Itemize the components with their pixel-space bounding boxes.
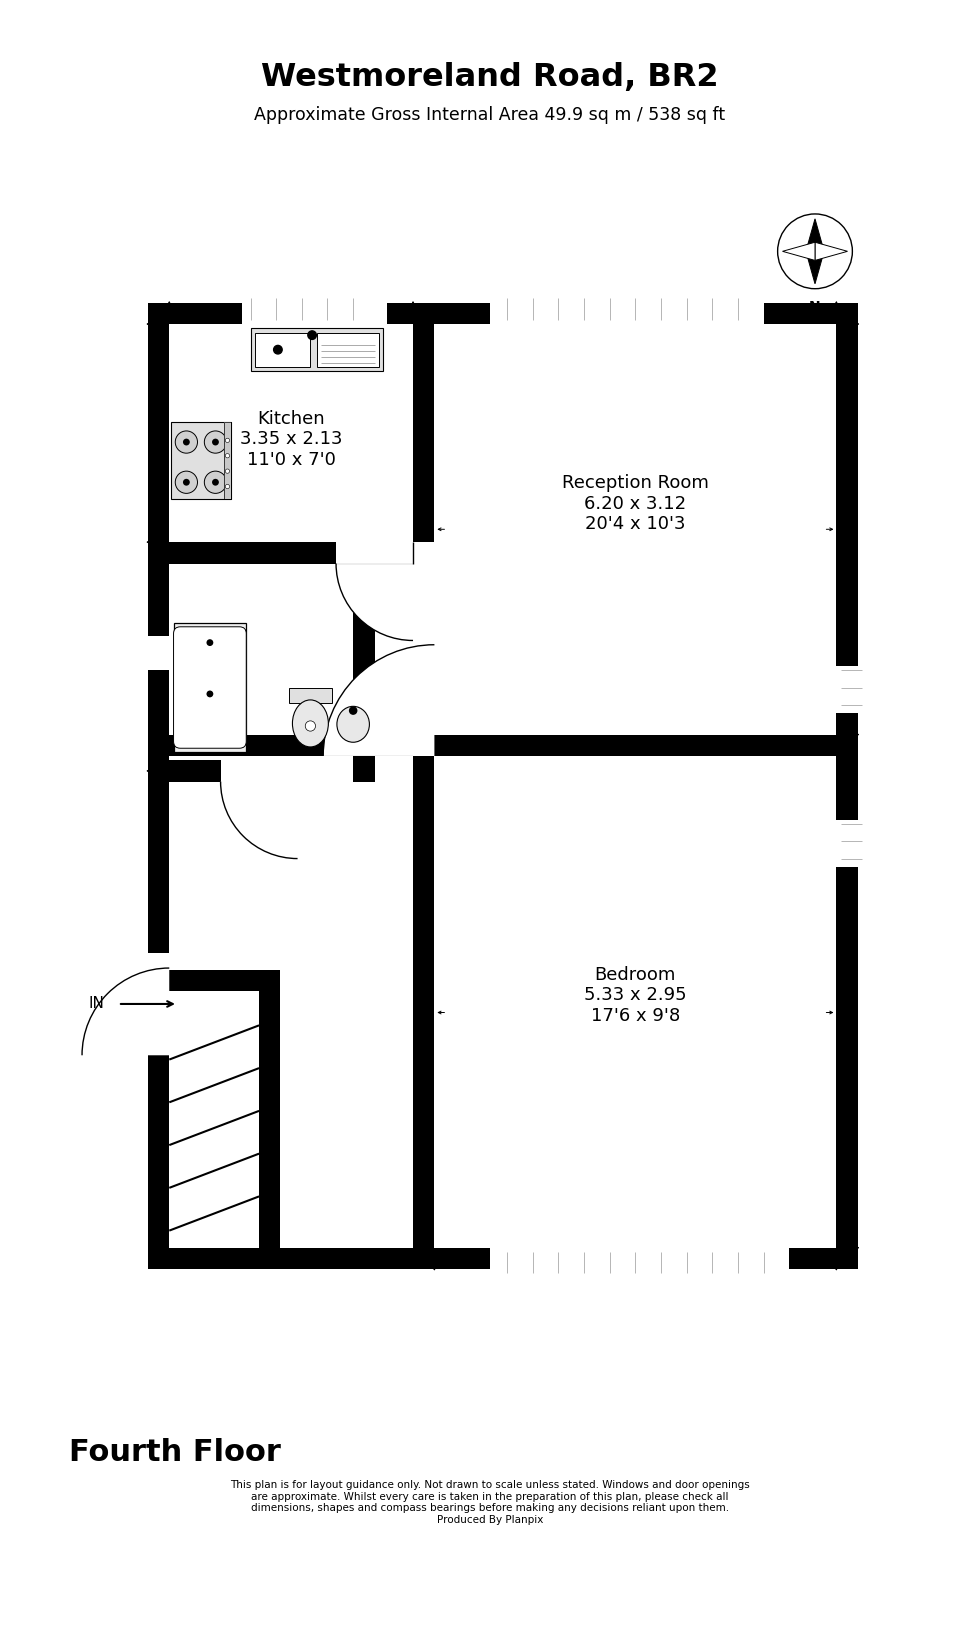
Text: Fourth Floor: Fourth Floor	[69, 1438, 280, 1467]
Bar	[413, 782, 434, 1247]
Polygon shape	[806, 251, 824, 284]
Bar	[148, 952, 170, 1055]
Bar	[220, 760, 353, 782]
Bar	[490, 292, 763, 324]
Wedge shape	[82, 968, 170, 1055]
Circle shape	[225, 469, 229, 473]
Bar	[173, 623, 246, 751]
Bar	[242, 292, 387, 324]
Bar	[251, 328, 383, 372]
Circle shape	[212, 479, 219, 486]
Text: Bedroom
5.33 x 2.95
17'6 x 9'8: Bedroom 5.33 x 2.95 17'6 x 9'8	[584, 965, 687, 1025]
Polygon shape	[806, 218, 824, 251]
Bar	[170, 760, 353, 782]
Circle shape	[349, 706, 358, 716]
Bar	[170, 970, 259, 991]
Bar	[289, 688, 332, 703]
Bar	[259, 970, 280, 1247]
Bar	[170, 324, 836, 735]
Bar	[148, 303, 858, 756]
Bar	[148, 952, 170, 1055]
Circle shape	[207, 639, 214, 645]
Text: N: N	[809, 300, 821, 315]
Circle shape	[183, 479, 190, 486]
Ellipse shape	[292, 699, 328, 747]
Wedge shape	[323, 645, 434, 756]
Polygon shape	[815, 243, 848, 261]
Text: Reception Room
6.20 x 3.12
20'4 x 10'3: Reception Room 6.20 x 3.12 20'4 x 10'3	[562, 474, 709, 533]
Bar	[251, 328, 383, 372]
Polygon shape	[782, 243, 815, 261]
Wedge shape	[220, 782, 298, 859]
Text: IN: IN	[88, 996, 104, 1012]
Bar	[413, 735, 858, 1270]
Bar	[336, 543, 413, 564]
Bar	[490, 1242, 789, 1273]
Bar	[332, 782, 364, 859]
Circle shape	[207, 691, 214, 698]
Bar	[836, 667, 868, 714]
Text: This plan is for layout guidance only. Not drawn to scale unless stated. Windows: This plan is for layout guidance only. N…	[230, 1480, 750, 1524]
Circle shape	[175, 430, 198, 453]
Circle shape	[225, 438, 229, 442]
Bar	[353, 543, 374, 782]
Bar	[170, 543, 413, 564]
Bar	[255, 333, 311, 367]
Bar	[148, 303, 170, 1270]
Bar	[171, 422, 231, 499]
Ellipse shape	[337, 706, 369, 742]
Bar	[148, 1247, 413, 1270]
Circle shape	[225, 453, 229, 458]
Bar	[148, 303, 413, 324]
Bar	[224, 422, 231, 499]
Bar	[173, 623, 246, 751]
FancyBboxPatch shape	[173, 628, 246, 748]
Bar	[434, 756, 836, 1247]
Bar	[413, 324, 434, 543]
Circle shape	[183, 438, 190, 445]
Bar	[289, 688, 332, 703]
Circle shape	[305, 720, 316, 732]
Circle shape	[308, 331, 317, 339]
Circle shape	[273, 346, 282, 354]
Bar	[144, 636, 175, 670]
Bar	[224, 422, 231, 499]
Wedge shape	[336, 564, 413, 641]
Bar	[413, 645, 434, 756]
Text: Approximate Gross Internal Area 49.9 sq m / 538 sq ft: Approximate Gross Internal Area 49.9 sq …	[255, 106, 725, 124]
Bar	[220, 760, 298, 782]
Circle shape	[225, 484, 229, 489]
Bar	[171, 422, 231, 499]
Circle shape	[175, 471, 198, 494]
Bar	[318, 333, 379, 367]
Circle shape	[205, 471, 226, 494]
Text: Kitchen
3.35 x 2.13
11'0 x 7'0: Kitchen 3.35 x 2.13 11'0 x 7'0	[240, 409, 342, 469]
Circle shape	[212, 438, 219, 445]
Text: Westmoreland Road, BR2: Westmoreland Road, BR2	[262, 62, 718, 93]
Circle shape	[205, 430, 226, 453]
Bar	[836, 820, 868, 867]
